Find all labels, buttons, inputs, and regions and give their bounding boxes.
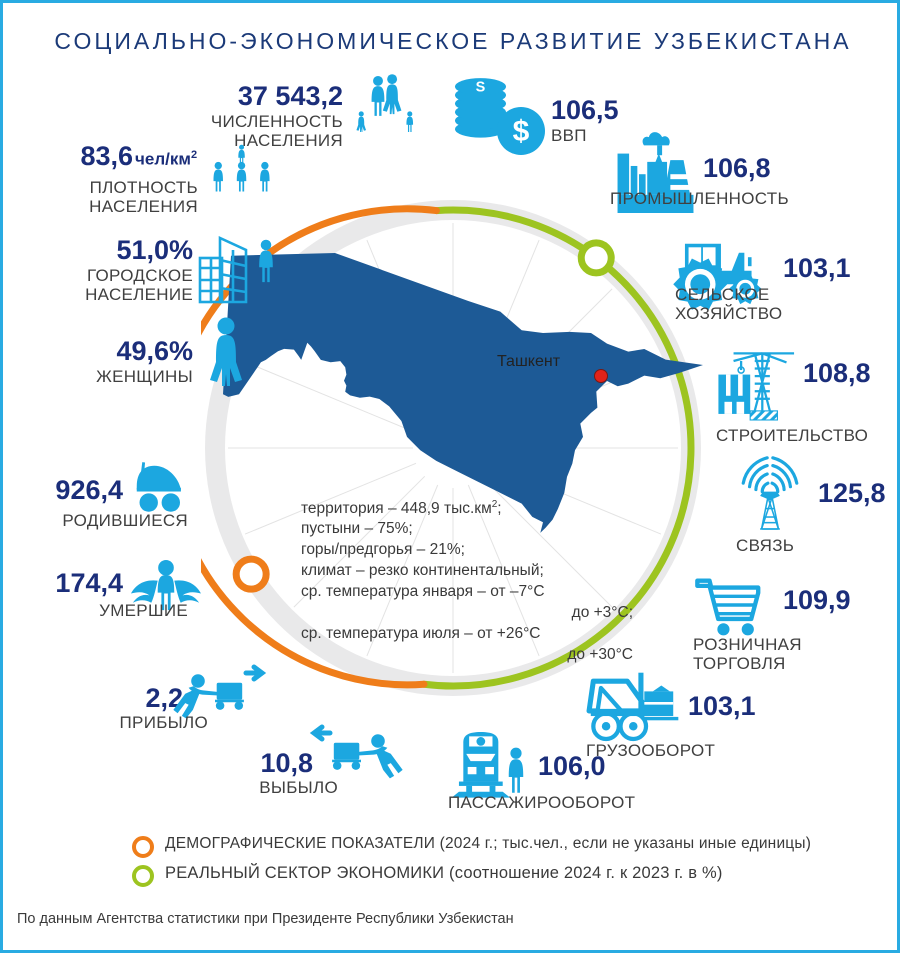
svg-text:$: $: [513, 115, 530, 148]
